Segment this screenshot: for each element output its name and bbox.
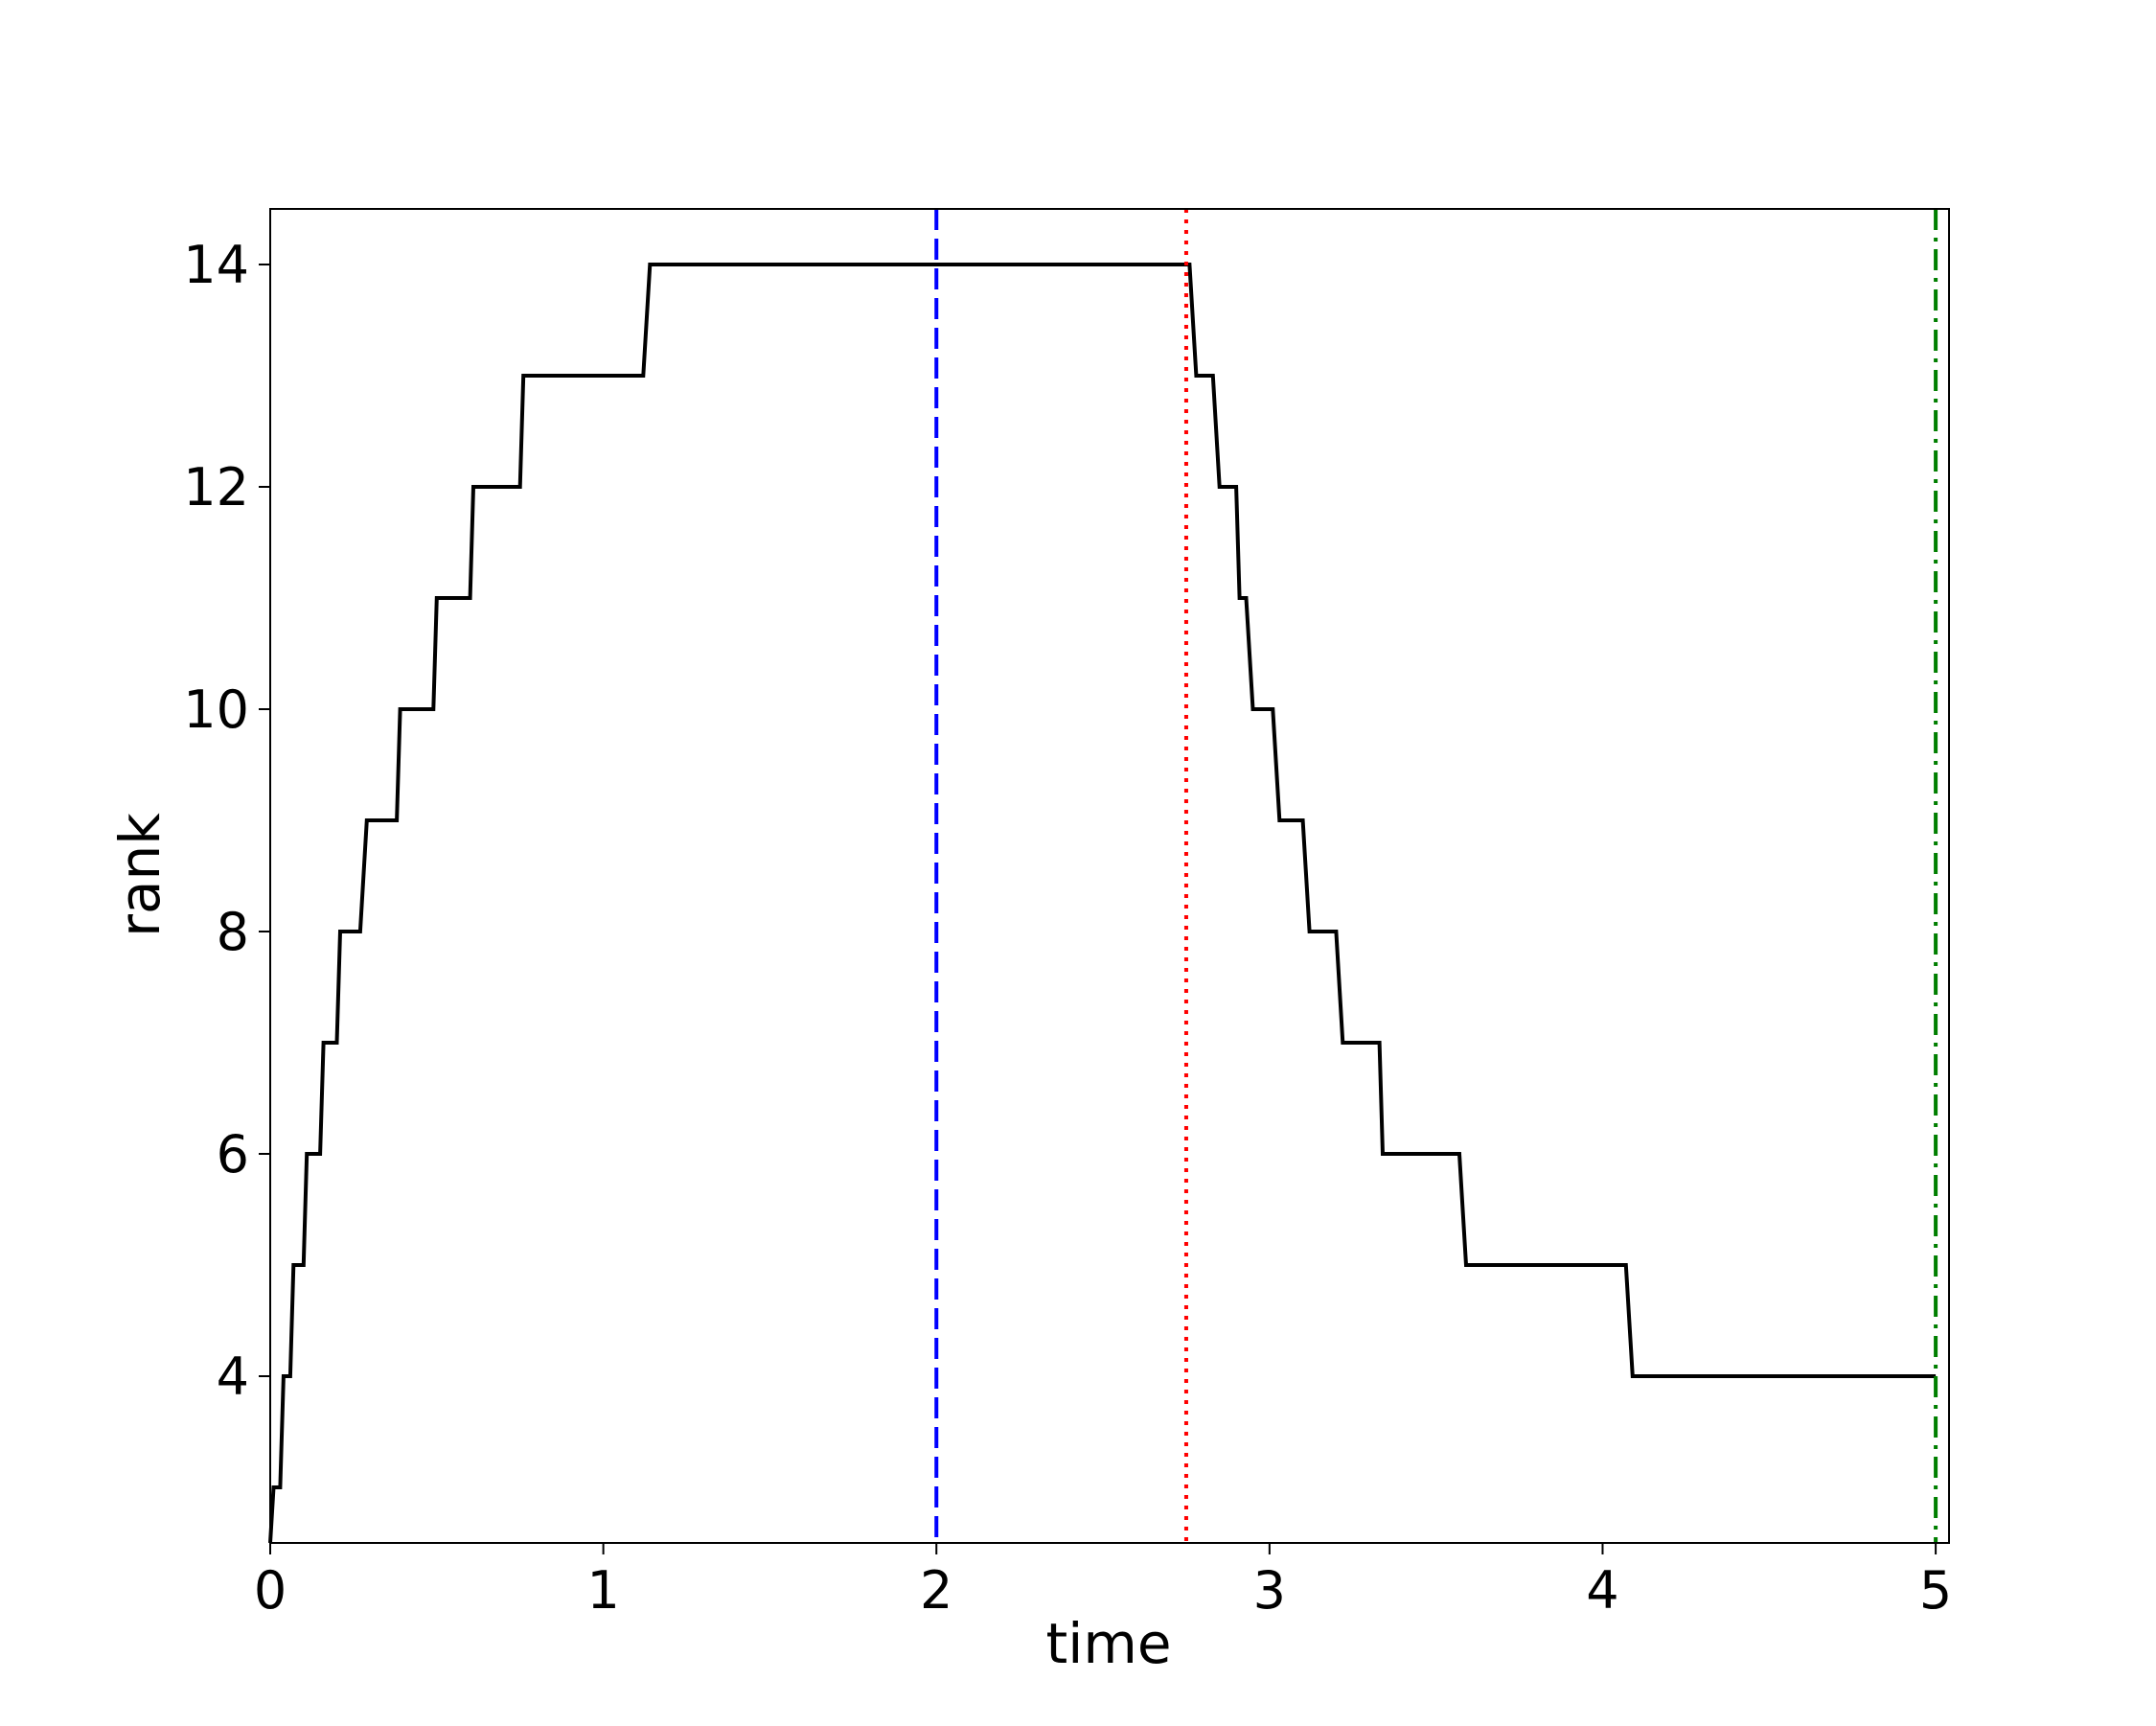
plot-area xyxy=(268,208,1950,1544)
x-tick-label: 4 xyxy=(1586,1560,1618,1621)
y-tick-label: 12 xyxy=(183,457,249,518)
x-tick-label: 5 xyxy=(1919,1560,1952,1621)
y-tick-label: 4 xyxy=(217,1346,249,1407)
y-tick-label: 8 xyxy=(217,902,249,962)
y-tick-label: 6 xyxy=(217,1124,249,1185)
x-tick-label: 0 xyxy=(254,1560,287,1621)
y-axis-label: rank xyxy=(107,813,172,937)
rank-series-line xyxy=(268,263,1937,1544)
x-axis-ticks: 0 1 2 3 4 5 xyxy=(254,1543,1952,1621)
x-axis-label: time xyxy=(1045,1611,1171,1676)
x-tick-label: 3 xyxy=(1253,1560,1286,1621)
y-tick-label: 10 xyxy=(183,679,249,740)
plot-frame xyxy=(269,208,1950,1544)
y-tick-label: 14 xyxy=(183,235,249,295)
y-axis-ticks: 4 6 8 10 12 14 xyxy=(183,235,270,1407)
x-tick-label: 2 xyxy=(920,1560,952,1621)
x-tick-label: 1 xyxy=(586,1560,619,1621)
